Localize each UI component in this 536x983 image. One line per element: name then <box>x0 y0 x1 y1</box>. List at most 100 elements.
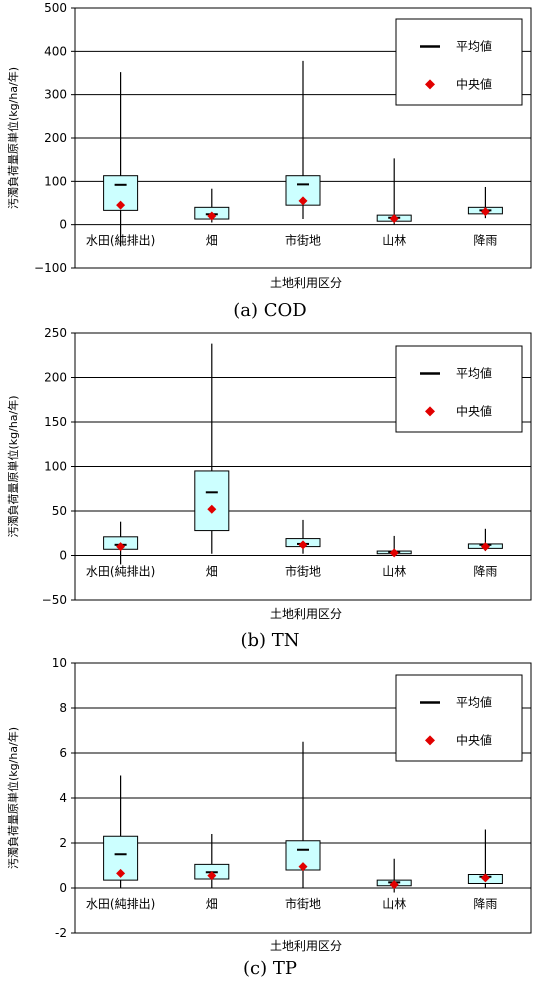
box-2 <box>194 834 230 888</box>
legend-median-marker <box>425 406 435 417</box>
legend: 平均値 中央値 <box>395 345 523 433</box>
x-category-label: 降雨 <box>473 897 497 911</box>
median-marker <box>207 504 217 514</box>
median-marker <box>480 873 490 883</box>
x-axis-label: 土地利用区分 <box>270 276 342 290</box>
legend-mean-label: 平均値 <box>456 366 492 381</box>
y-tick-label: 300 <box>44 88 67 102</box>
box-4 <box>376 158 412 225</box>
x-category-label: 水田(純排出) <box>86 565 155 579</box>
x-category-labels: 水田(純排出) 畑 市街地 山林 降雨 <box>86 233 497 248</box>
legend: 平均値 中央値 <box>395 674 523 762</box>
x-category-label: 降雨 <box>473 565 497 579</box>
y-axis-label: 汚濁負荷量原単位(kg/ha/年) <box>6 727 20 869</box>
median-marker <box>298 862 308 872</box>
y-tick-label: 200 <box>44 131 67 145</box>
y-axis-label: 汚濁負荷量原単位(kg/ha/年) <box>6 395 20 537</box>
median-marker <box>116 868 126 878</box>
median-marker <box>389 214 399 224</box>
box-iqr <box>194 470 230 532</box>
box-3 <box>285 519 321 554</box>
legend: 平均値 中央値 <box>395 18 523 106</box>
y-tick-label: 50 <box>52 504 67 518</box>
chart-tn: 250 200 150 100 50 0 −50 水田(純排出) 畑 市街地 山林 降雨 汚濁負荷量… <box>6 328 532 651</box>
box-1 <box>103 775 139 888</box>
legend-box <box>395 674 523 762</box>
y-tick-label: 0 <box>59 881 67 895</box>
legend-mean-label: 平均値 <box>456 39 492 54</box>
legend-median-marker <box>425 79 435 90</box>
x-category-label: 山林 <box>382 234 406 248</box>
y-axis-ticks: 500 400 300 200 100 0 −100 <box>34 1 75 275</box>
y-tick-label: −100 <box>34 261 67 275</box>
boxes <box>103 343 503 565</box>
box-5 <box>467 829 503 888</box>
x-category-label: 山林 <box>382 565 406 579</box>
median-marker <box>389 880 399 890</box>
y-axis-ticks: 250 200 150 100 50 0 −50 <box>42 328 75 607</box>
y-tick-label: 4 <box>59 791 67 805</box>
legend-median-label: 中央値 <box>456 76 492 91</box>
y-axis-ticks: 10 8 6 4 2 0 -2 <box>52 656 75 940</box>
median-marker <box>298 196 308 206</box>
box-5 <box>467 528 503 552</box>
x-category-label: 降雨 <box>473 234 497 248</box>
box-1 <box>103 72 139 247</box>
y-tick-label: -2 <box>55 926 67 940</box>
x-axis-label: 土地利用区分 <box>270 607 342 621</box>
y-tick-label: 2 <box>59 836 67 850</box>
boxes <box>103 60 503 247</box>
box-2 <box>194 343 230 554</box>
median-marker <box>116 200 126 210</box>
legend-median-marker <box>425 735 435 746</box>
chart-caption: (a) COD <box>233 300 306 321</box>
x-category-label: 畑 <box>206 234 218 248</box>
median-marker <box>298 540 308 550</box>
y-tick-label: 8 <box>59 701 67 715</box>
y-tick-label: 200 <box>44 371 67 385</box>
x-category-labels: 水田(純排出) 畑 市街地 山林 降雨 <box>86 896 497 911</box>
chart-tp: 10 8 6 4 2 0 -2 水田(純排出) 畑 市街地 山林 降雨 汚濁負荷量原単位(kg/ha… <box>6 656 532 979</box>
y-tick-label: 10 <box>52 656 67 670</box>
y-tick-label: 400 <box>44 44 67 58</box>
median-marker <box>480 542 490 552</box>
y-tick-label: 150 <box>44 415 67 429</box>
chart-caption: (b) TN <box>240 630 299 651</box>
box-1 <box>103 521 139 565</box>
box-3 <box>285 741 321 888</box>
median-marker <box>207 211 217 221</box>
chart-caption: (c) TP <box>243 958 297 979</box>
y-axis-label: 汚濁負荷量原単位(kg/ha/年) <box>6 67 20 209</box>
legend-box <box>395 18 523 106</box>
x-category-label: 市街地 <box>285 564 321 579</box>
box-4 <box>376 858 412 893</box>
box-5 <box>467 186 503 219</box>
median-marker <box>389 548 399 558</box>
box-3 <box>285 60 321 220</box>
boxes <box>103 741 503 893</box>
legend-mean-label: 平均値 <box>456 695 492 710</box>
x-category-label: 山林 <box>382 897 406 911</box>
y-tick-label: 100 <box>44 460 67 474</box>
median-marker <box>207 871 217 881</box>
y-tick-label: 6 <box>59 746 67 760</box>
x-category-label: 畑 <box>206 897 218 911</box>
x-category-labels: 水田(純排出) 畑 市街地 山林 降雨 <box>86 564 497 579</box>
chart-cod: 500 400 300 200 100 0 −100 水田(純排出) 畑 市街地 山林 降雨 汚濁負… <box>6 1 532 321</box>
x-category-label: 市街地 <box>285 896 321 911</box>
box-2 <box>194 188 230 223</box>
x-axis-label: 土地利用区分 <box>270 939 342 953</box>
legend-median-label: 中央値 <box>456 403 492 418</box>
y-tick-label: 100 <box>44 174 67 188</box>
y-tick-label: 500 <box>44 1 67 15</box>
y-tick-label: −50 <box>42 593 67 607</box>
y-tick-label: 0 <box>59 549 67 563</box>
x-category-label: 市街地 <box>285 233 321 248</box>
y-tick-label: 0 <box>59 218 67 232</box>
median-marker <box>116 542 126 552</box>
median-marker <box>480 207 490 217</box>
x-category-label: 水田(純排出) <box>86 897 155 911</box>
y-tick-label: 250 <box>44 328 67 340</box>
x-category-label: 畑 <box>206 565 218 579</box>
legend-box <box>395 345 523 433</box>
